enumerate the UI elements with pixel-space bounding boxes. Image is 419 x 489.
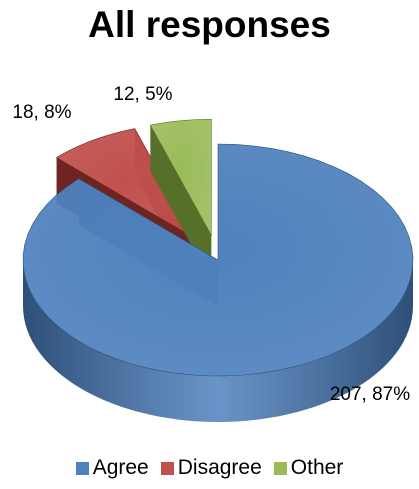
legend-swatch-disagree	[160, 461, 174, 475]
legend-item-disagree: Disagree	[160, 456, 262, 480]
pie-slice-agree	[22, 143, 414, 422]
legend-label-agree: Agree	[92, 456, 149, 479]
legend-item-agree: Agree	[75, 456, 149, 480]
legend-label-disagree: Disagree	[177, 456, 262, 479]
data-label-disagree: 18, 8%	[12, 102, 71, 123]
legend-swatch-other	[273, 461, 287, 475]
legend: Agree Disagree Other	[0, 456, 419, 480]
data-label-agree: 207, 87%	[330, 384, 410, 405]
legend-label-other: Other	[290, 456, 344, 479]
pie-slice-other	[149, 119, 212, 282]
data-label-other: 12, 5%	[113, 84, 172, 105]
pie-top-agree	[22, 143, 414, 377]
chart-title: All responses	[88, 4, 331, 45]
pie-side-agree	[23, 260, 413, 422]
pie-top-other	[149, 119, 212, 237]
pie-cut-other-0	[150, 125, 212, 282]
pie-top-disagree	[55, 128, 197, 240]
legend-swatch-agree	[75, 461, 89, 475]
legend-item-other: Other	[273, 456, 344, 480]
